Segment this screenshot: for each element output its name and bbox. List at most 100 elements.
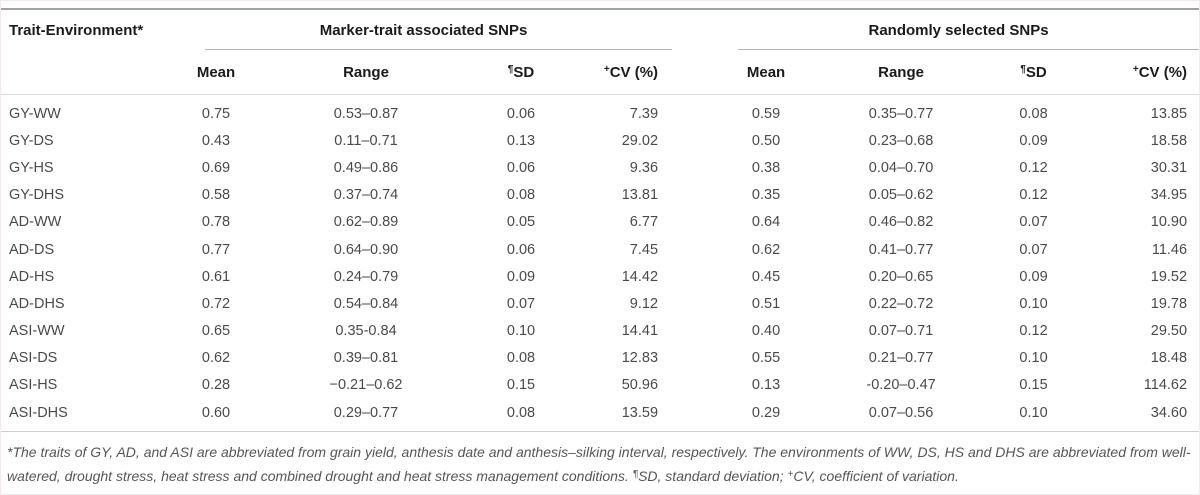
- cell-trait: AD-WW: [9, 214, 62, 231]
- plus-footnote-mark: +: [1132, 63, 1139, 75]
- cell-mta-sd: 0.08: [506, 187, 536, 204]
- cell-mta-cv: 6.77: [629, 214, 659, 231]
- table-row: AD-HS 0.61 0.24–0.79 0.09 14.42 0.45 0.2…: [1, 263, 1199, 290]
- cell-rnd-cv: 19.78: [1150, 295, 1188, 312]
- cell-mta-cv: 50.96: [621, 377, 659, 394]
- group-gap: [686, 127, 716, 154]
- cell-rnd-sd: 0.12: [1019, 187, 1048, 204]
- group-gap: [686, 290, 716, 317]
- cell-rnd-sd: 0.10: [986, 399, 1082, 433]
- cell-rnd-range: 0.20–0.65: [868, 268, 934, 285]
- cell-trait: AD-DS: [9, 241, 55, 258]
- cell-rnd-sd: 0.07: [1019, 214, 1048, 231]
- group-gap: [686, 50, 717, 95]
- cell-rnd-cv: 18.48: [1150, 350, 1188, 367]
- cell-mta-range: 0.35-0.84: [335, 323, 397, 340]
- trait-environment-header: Trait-Environment*: [1, 9, 161, 95]
- cell-rnd-mean: 0.59: [751, 105, 781, 122]
- group-gap: [686, 236, 716, 263]
- group-gap: [686, 9, 716, 50]
- cell-rnd-cv: 29.50: [1150, 323, 1188, 340]
- cell-rnd-range: 0.05–0.62: [868, 187, 934, 204]
- group-gap: [686, 345, 716, 372]
- cell-trait: ASI-HS: [9, 377, 58, 394]
- group-gap: [686, 399, 717, 433]
- table-row: ASI-WW 0.65 0.35-0.84 0.10 14.41 0.40 0.…: [1, 318, 1199, 345]
- cell-mta-range: 0.24–0.79: [333, 268, 399, 285]
- footnote-text: CV, coefficient of variation.: [793, 467, 959, 484]
- cell-rnd-range: 0.35–0.77: [868, 105, 934, 122]
- cell-mta-sd: 0.08: [506, 350, 536, 367]
- cell-trait: GY-WW: [9, 105, 61, 122]
- cell-rnd-sd: 0.12: [1019, 323, 1048, 340]
- cell-trait: GY-DHS: [9, 187, 65, 204]
- table-row: ASI-DHS 0.60 0.29–0.77 0.08 13.59 0.29 0…: [1, 399, 1199, 433]
- table-row: AD-DHS 0.72 0.54–0.84 0.07 9.12 0.51 0.2…: [1, 290, 1199, 317]
- pilcrow-footnote-mark: ¶: [507, 63, 514, 75]
- cell-rnd-mean: 0.62: [751, 241, 781, 258]
- table-footnote: *The traits of GY, AD, and ASI are abbre…: [7, 441, 1193, 487]
- cell-rnd-sd: 0.10: [1019, 350, 1048, 367]
- cell-mta-sd: 0.06: [506, 159, 536, 176]
- footnote-text: The traits of GY, AD, and ASI are abbrev…: [7, 444, 1191, 484]
- cell-rnd-cv: 114.62: [1143, 377, 1188, 394]
- cell-rnd-cv: 34.95: [1150, 187, 1188, 204]
- cell-rnd-sd: 0.12: [1019, 159, 1048, 176]
- cell-mta-mean: 0.62: [201, 350, 231, 367]
- cell-mta-sd: 0.08: [461, 399, 581, 433]
- plus-footnote-mark: +: [787, 468, 794, 480]
- group-gap: [686, 318, 716, 345]
- cell-mta-mean: 0.75: [201, 105, 231, 122]
- cell-mta-cv: 14.42: [621, 268, 659, 285]
- table-row: GY-WW 0.75 0.53–0.87 0.06 7.39 0.59 0.35…: [1, 95, 1199, 128]
- group-gap: [686, 263, 716, 290]
- cell-mta-cv: 9.36: [629, 159, 659, 176]
- cell-mta-range: 0.53–0.87: [333, 105, 399, 122]
- cell-mta-sd: 0.10: [506, 323, 536, 340]
- pilcrow-footnote-mark: ¶: [1020, 63, 1026, 75]
- cell-mta-sd: 0.06: [506, 105, 536, 122]
- col-header-mta-sd: ¶SD: [461, 50, 581, 95]
- cell-mta-sd: 0.07: [506, 295, 536, 312]
- cell-rnd-sd: 0.08: [1019, 105, 1048, 122]
- col-header-rnd-sd: ¶SD: [986, 50, 1082, 95]
- cell-trait: GY-HS: [9, 159, 54, 176]
- group-gap: [686, 95, 716, 128]
- cell-rnd-mean: 0.35: [751, 187, 781, 204]
- cell-rnd-sd: 0.10: [1019, 295, 1048, 312]
- group-header-row: Trait-Environment* Marker-trait associat…: [1, 9, 1199, 95]
- group-gap: [686, 154, 716, 181]
- col-header-mta-cv: +CV (%): [581, 50, 687, 95]
- cell-mta-sd: 0.15: [506, 377, 536, 394]
- cell-rnd-mean: 0.51: [751, 295, 781, 312]
- subheader-row: Mean Range ¶SD +CV (%) Mean Range ¶SD +C…: [1, 50, 1199, 95]
- cell-rnd-sd: 0.07: [1019, 241, 1048, 258]
- cell-rnd-cv: 11.46: [1151, 241, 1188, 258]
- col-header-rnd-range: Range: [816, 50, 987, 95]
- cell-mta-cv: 13.59: [581, 399, 687, 433]
- cell-mta-mean: 0.43: [201, 132, 231, 149]
- cell-trait: AD-DHS: [9, 295, 65, 312]
- cell-mta-range: 0.29–0.77: [271, 399, 461, 433]
- cell-rnd-mean: 0.50: [751, 132, 781, 149]
- group-gap: [686, 182, 716, 209]
- cell-mta-mean: 0.65: [201, 323, 231, 340]
- group-label: Randomly selected SNPs: [868, 22, 1049, 39]
- cell-rnd-cv: 34.60: [1081, 399, 1199, 433]
- footnote-text: SD, standard deviation;: [638, 467, 788, 484]
- cell-mta-mean: 0.58: [201, 187, 231, 204]
- cell-mta-range: −0.21–0.62: [329, 377, 403, 394]
- cell-mta-mean: 0.60: [161, 399, 271, 433]
- cell-mta-mean: 0.28: [201, 377, 231, 394]
- cell-trait: ASI-DHS: [1, 399, 161, 433]
- cell-rnd-sd: 0.09: [1019, 132, 1048, 149]
- cell-rnd-mean: 0.38: [751, 159, 781, 176]
- cell-trait: AD-HS: [9, 268, 55, 285]
- cell-mta-range: 0.64–0.90: [333, 241, 399, 258]
- cell-rnd-mean: 0.13: [751, 377, 781, 394]
- cell-rnd-range: 0.04–0.70: [868, 159, 934, 176]
- cell-mta-cv: 7.45: [629, 241, 659, 258]
- cell-mta-sd: 0.09: [506, 268, 536, 285]
- cell-mta-range: 0.11–0.71: [334, 132, 398, 149]
